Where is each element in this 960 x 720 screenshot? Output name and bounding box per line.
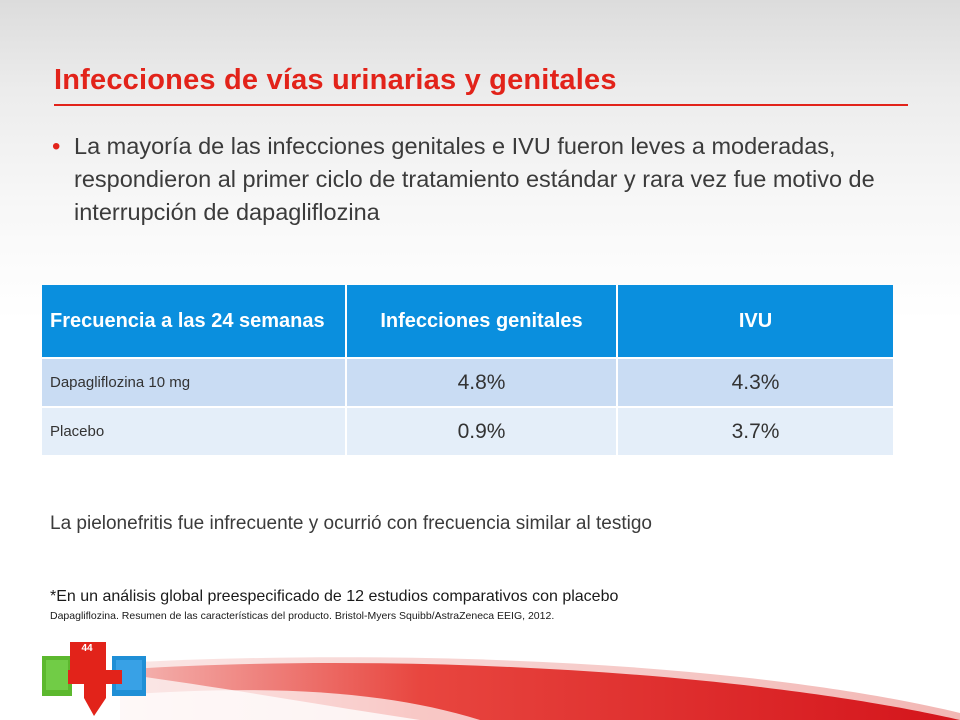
table-row: Placebo 0.9% 3.7% <box>42 406 893 455</box>
ivu-value: 3.7% <box>618 406 893 455</box>
genital-value: 0.9% <box>345 406 618 455</box>
ivu-value: 4.3% <box>618 357 893 406</box>
header-genital-infections: Infecciones genitales <box>345 285 618 357</box>
page-number: 44 <box>81 643 93 654</box>
table-row: Dapagliflozina 10 mg 4.8% 4.3% <box>42 357 893 406</box>
header-ivu: IVU <box>618 285 893 357</box>
bullet-text: La mayoría de las infecciones genitales … <box>74 133 875 225</box>
company-logo <box>42 642 146 716</box>
slide-title: Infecciones de vías urinarias y genitale… <box>54 64 617 96</box>
row-label: Placebo <box>42 406 345 455</box>
bullet-marker: • <box>52 133 61 160</box>
decorative-swoosh <box>120 657 960 720</box>
reference-citation: Dapagliflozina. Resumen de las caracterí… <box>50 610 555 622</box>
frequency-table: Frecuencia a las 24 semanas Infecciones … <box>42 285 893 455</box>
title-underline <box>54 104 908 106</box>
bullet-point: • La mayoría de las infecciones genitale… <box>52 130 912 229</box>
header-frequency: Frecuencia a las 24 semanas <box>42 285 345 357</box>
pyelonephritis-note: La pielonefritis fue infrecuente y ocurr… <box>50 513 652 534</box>
table-header-row: Frecuencia a las 24 semanas Infecciones … <box>42 285 893 357</box>
row-label: Dapagliflozina 10 mg <box>42 357 345 406</box>
genital-value: 4.8% <box>345 357 618 406</box>
footnote: *En un análisis global preespecificado d… <box>50 588 619 605</box>
